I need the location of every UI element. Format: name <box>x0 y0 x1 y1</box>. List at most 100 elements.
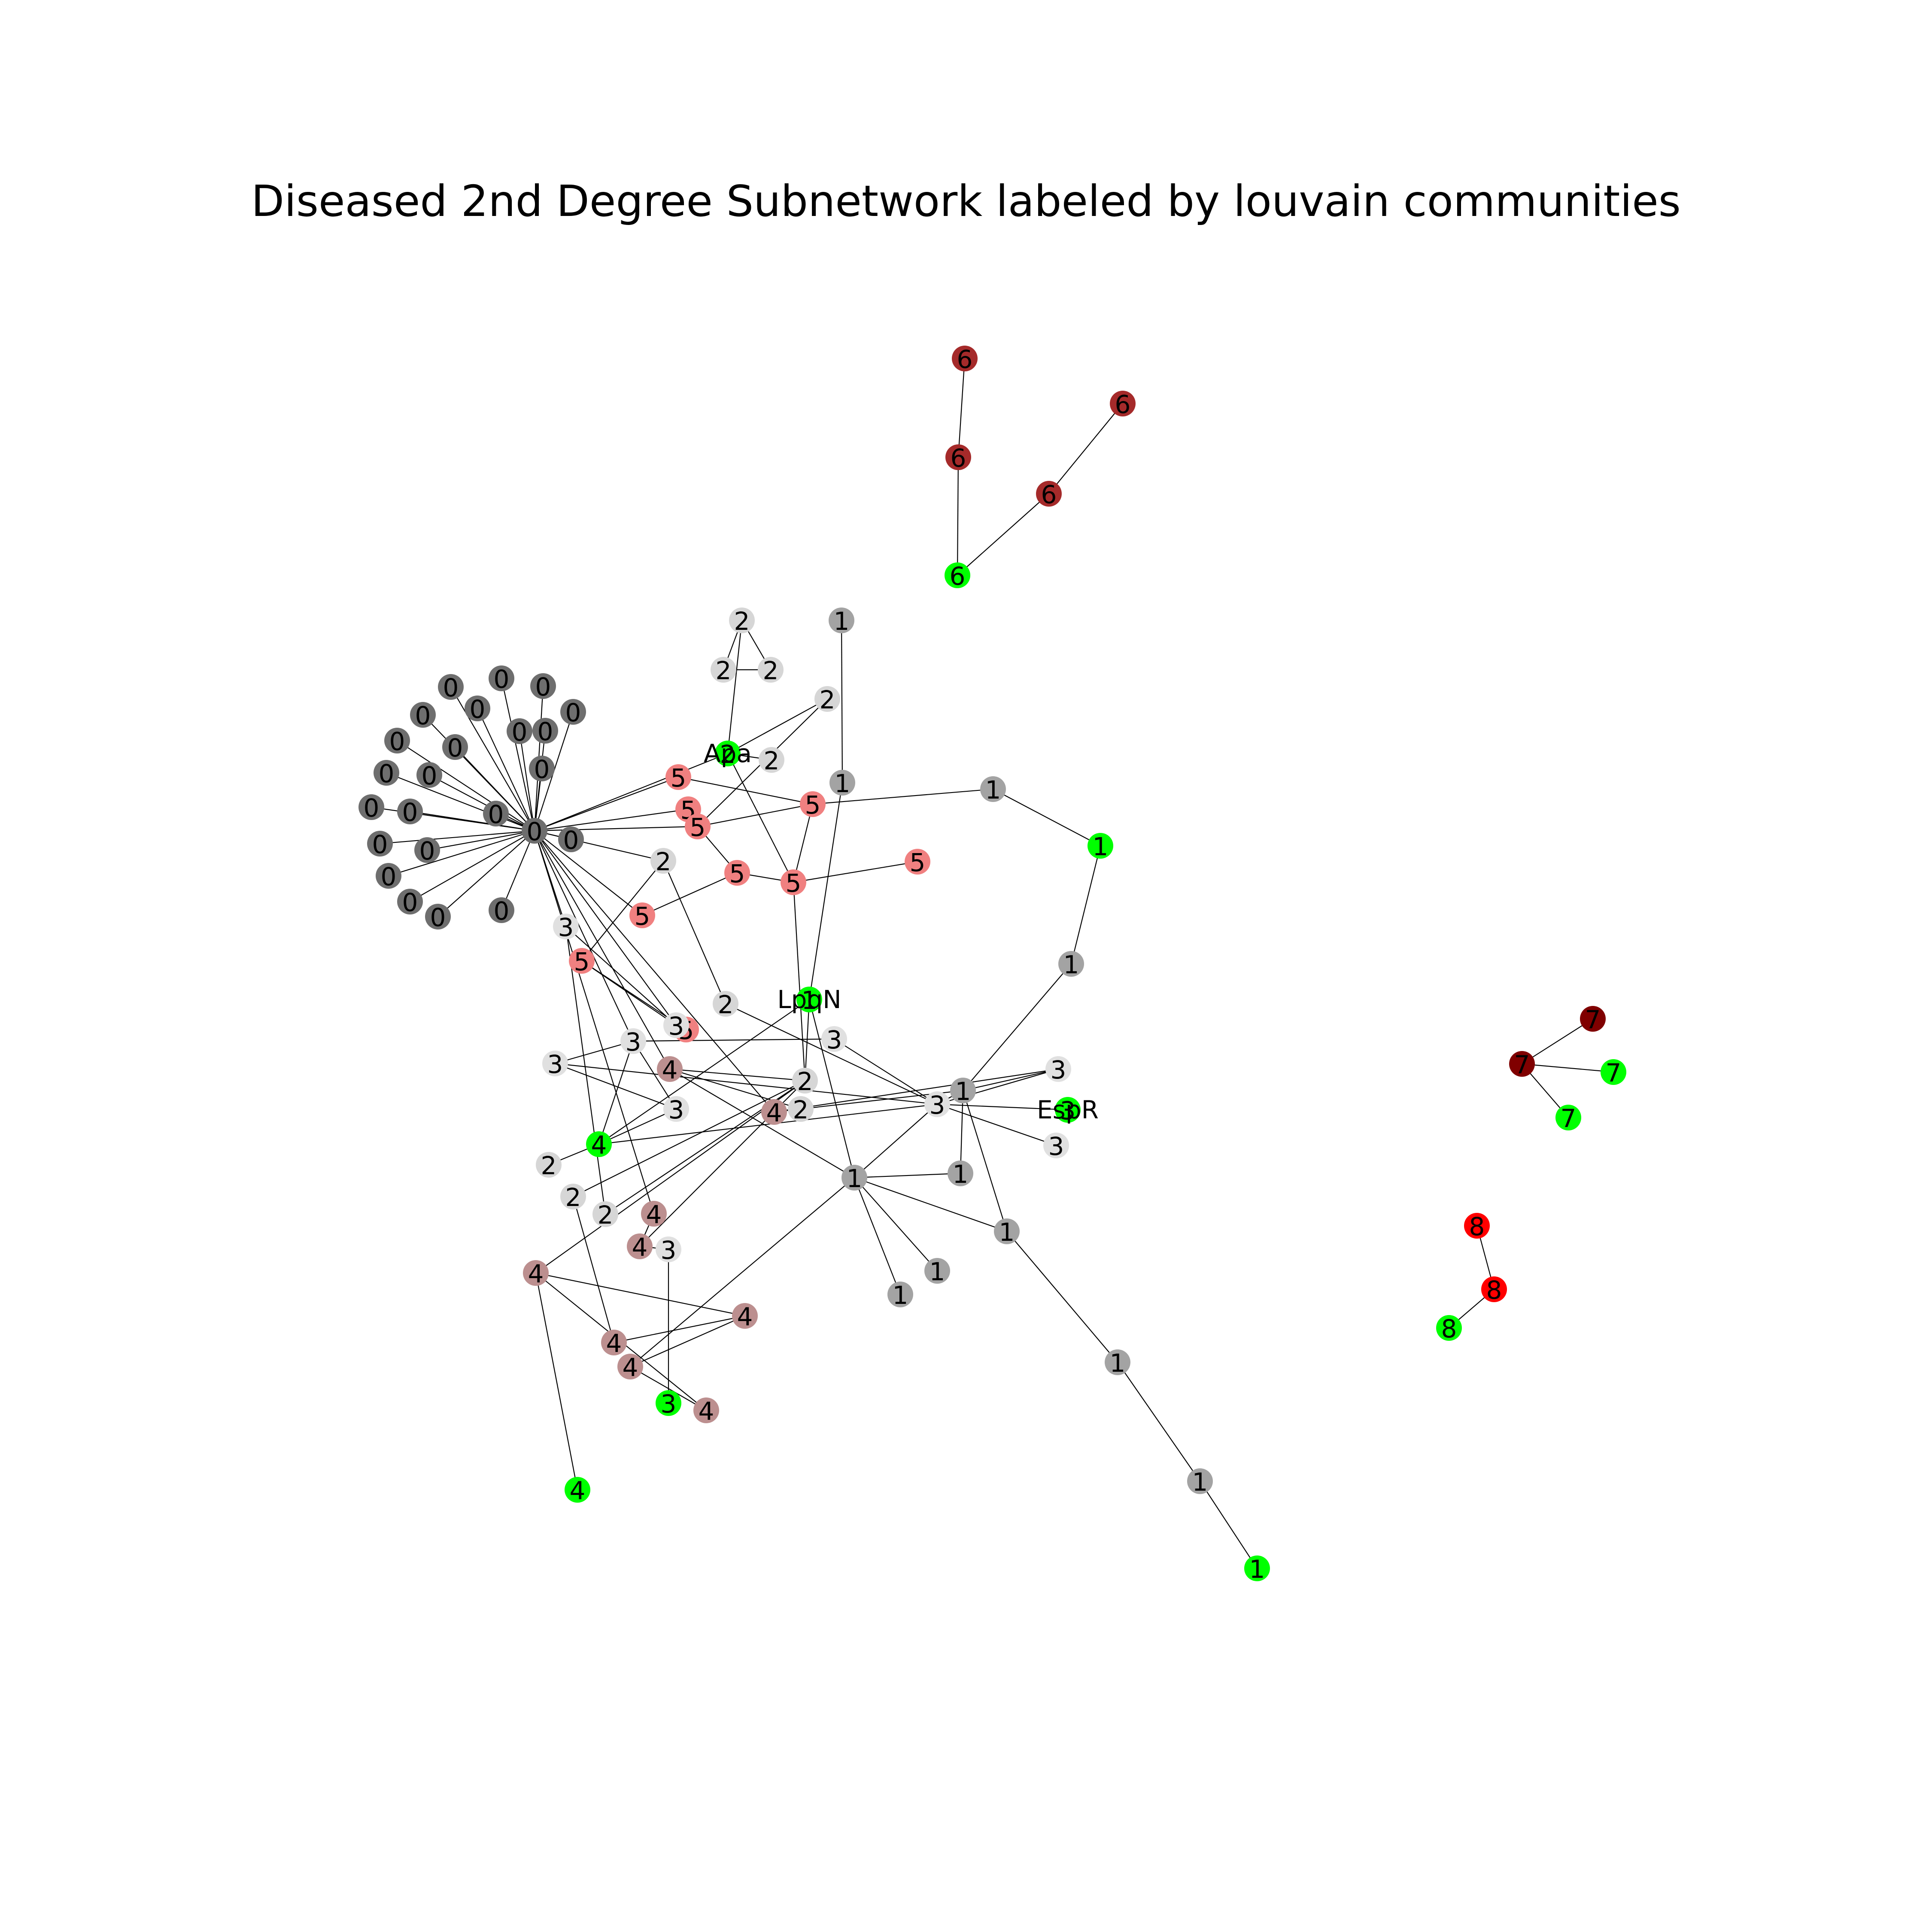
node-community-label: 8 <box>1441 1314 1457 1343</box>
graph-edge <box>957 493 1049 576</box>
node-community-label: 3 <box>668 1095 684 1124</box>
graph-node-a22: 0 <box>529 755 555 784</box>
node-community-label: 2 <box>734 607 750 636</box>
node-community-label: 0 <box>527 817 543 846</box>
graph-node-c3d: 3 <box>821 1025 847 1054</box>
node-community-label: 7 <box>1606 1058 1622 1088</box>
graph-edge <box>501 678 535 831</box>
node-circle <box>924 1091 950 1117</box>
node-community-label: 5 <box>574 947 590 976</box>
node-circle <box>601 1330 627 1355</box>
node-community-label: 6 <box>1041 480 1057 509</box>
graph-node-c3i: 3 <box>1043 1132 1069 1161</box>
graph-edge <box>555 1063 677 1110</box>
graph-edge <box>669 1068 805 1081</box>
node-community-label: 4 <box>570 1476 586 1505</box>
node-circle <box>536 1152 562 1178</box>
graph-edge <box>534 830 664 862</box>
node-community-label: 3 <box>668 1012 684 1041</box>
graph-node-c6c: 6 <box>945 562 970 591</box>
node-community-label: 1 <box>802 986 817 1015</box>
node-community-label: 0 <box>419 836 435 866</box>
graph-node-a1: 0 <box>438 673 464 702</box>
graph-node-c1d: 1 <box>1058 950 1084 979</box>
node-circle <box>384 728 410 753</box>
node-community-label: 0 <box>534 755 550 784</box>
graph-edge <box>534 830 677 1026</box>
graph-node-a13: 0 <box>358 793 384 823</box>
graph-node-c7b: 7 <box>1509 1050 1535 1079</box>
node-community-label: 5 <box>910 848 926 877</box>
node-circle <box>948 1160 973 1186</box>
node-community-label: 3 <box>547 1050 563 1079</box>
graph-edge <box>572 1196 615 1343</box>
graph-edge <box>397 740 535 831</box>
node-community-label: 4 <box>528 1259 544 1288</box>
graph-node-t2e: 2 <box>759 746 784 775</box>
graph-edge <box>573 1080 805 1197</box>
graph-node-c3g: 3 <box>924 1091 950 1120</box>
graph-node-c1hub: 1 <box>841 1164 867 1193</box>
node-community-label: 5 <box>786 869 802 898</box>
node-community-label: 2 <box>720 740 736 769</box>
graph-edge <box>841 620 843 783</box>
graph-node-n2f: 2 <box>560 1183 586 1212</box>
graph-node-c3g2: 3 <box>656 1389 681 1419</box>
graph-edge <box>793 804 814 883</box>
node-circle <box>1110 391 1136 416</box>
graph-node-c1h: 1 <box>887 1281 913 1310</box>
graph-node-lpqn: 1 <box>796 986 822 1015</box>
node-community-label: 3 <box>626 1027 641 1057</box>
graph-node-n2g: 2 <box>592 1200 618 1230</box>
graph-node-a17: 0 <box>414 836 440 866</box>
node-community-label: 0 <box>402 798 418 827</box>
graph-edge <box>598 1041 634 1145</box>
graph-node-a3: 0 <box>530 672 556 702</box>
name-label-layer: Apa LpqN EspR <box>704 739 1099 1124</box>
graph-edge <box>565 926 606 1215</box>
node-community-label: 2 <box>764 746 780 775</box>
node-circle <box>1509 1051 1535 1077</box>
node-circle <box>483 801 509 826</box>
graph-node-c4a: 4 <box>657 1055 683 1084</box>
node-circle <box>489 897 514 923</box>
node-community-label: 6 <box>957 345 973 374</box>
node-community-label: 0 <box>565 698 581 727</box>
graph-node-c6d: 6 <box>1110 390 1136 419</box>
graph-edge <box>410 811 535 832</box>
graph-node-t2c: 2 <box>758 656 784 685</box>
node-circle <box>814 686 840 712</box>
graph-node-a11: 0 <box>374 759 399 788</box>
graph-edge <box>642 872 738 916</box>
graph-edge <box>793 861 918 883</box>
node-community-label: 6 <box>1115 390 1131 419</box>
graph-edge <box>1200 1481 1258 1569</box>
node-circle <box>592 1201 618 1227</box>
node-circle <box>663 1096 689 1122</box>
node-community-label: 5 <box>690 813 706 842</box>
node-community-label: 4 <box>737 1302 753 1331</box>
node-circle <box>532 718 558 744</box>
node-circle <box>796 987 822 1012</box>
node-circle <box>376 863 401 889</box>
graph-node-a6: 0 <box>507 717 532 747</box>
node-circle <box>685 814 711 839</box>
graph-edge <box>534 776 679 832</box>
graph-edge <box>535 1273 578 1490</box>
graph-edge <box>598 1108 677 1145</box>
graph-edge <box>697 803 813 827</box>
node-community-label: 5 <box>671 763 687 793</box>
graph-node-c1m: 1 <box>1244 1555 1270 1584</box>
node-community-label: 1 <box>834 607 850 636</box>
node-circle <box>905 849 930 875</box>
graph-edge <box>812 788 993 805</box>
graph-edge <box>854 1173 961 1179</box>
node-community-label: 0 <box>488 800 504 829</box>
node-circle <box>758 657 784 683</box>
node-community-label: 5 <box>805 790 821 820</box>
node-community-label: 6 <box>950 562 966 591</box>
graph-edge <box>957 358 966 458</box>
graph-node-c1j: 1 <box>994 1218 1020 1247</box>
graph-edge <box>854 1177 901 1295</box>
